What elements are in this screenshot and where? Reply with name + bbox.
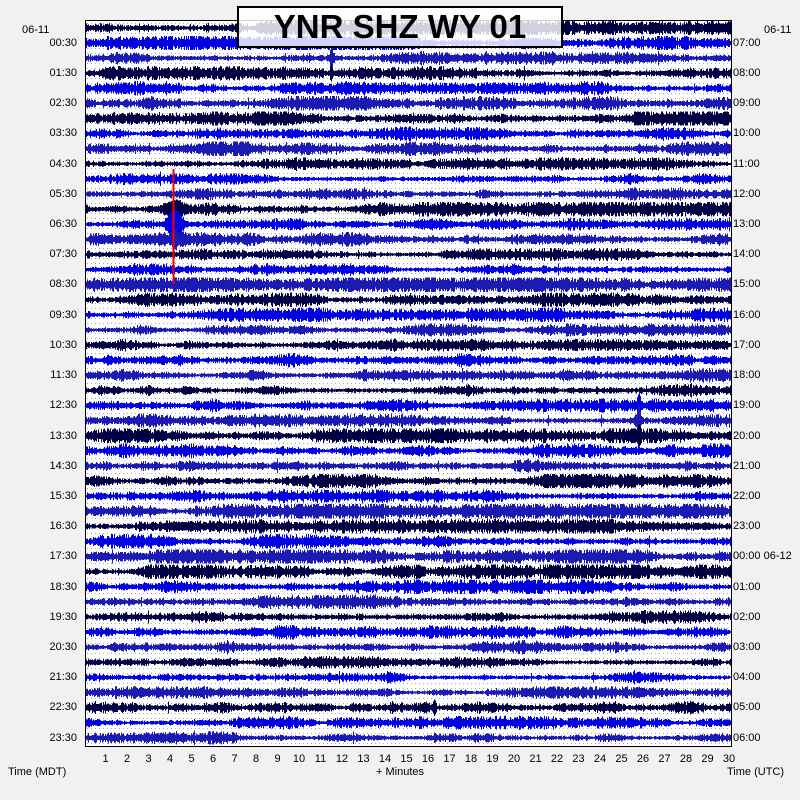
minute-tick-label: 13 bbox=[357, 753, 370, 765]
minute-tick-label: 7 bbox=[231, 753, 238, 765]
time-label: 21:00 bbox=[733, 459, 761, 472]
minute-tick-label: 16 bbox=[421, 753, 435, 765]
minute-tick-label: 20 bbox=[507, 753, 521, 765]
minute-tick-label: 4 bbox=[166, 753, 174, 765]
time-label: 06:00 bbox=[733, 731, 761, 744]
time-label: 18:00 bbox=[733, 369, 761, 382]
time-label: 21:30 bbox=[49, 671, 77, 684]
minute-tick-label: 6 bbox=[209, 753, 217, 765]
time-label: 03:00 bbox=[733, 640, 761, 653]
time-label: 17:00 bbox=[733, 338, 761, 351]
minute-tick-label: 23 bbox=[572, 753, 585, 765]
time-label: 20:00 bbox=[733, 429, 761, 442]
time-label: 05:00 bbox=[733, 701, 761, 714]
time-label: 14:30 bbox=[49, 459, 77, 472]
minute-tick-label: 22 bbox=[550, 753, 564, 765]
minute-tick-label: 5 bbox=[188, 753, 195, 765]
minute-tick-label: 12 bbox=[335, 753, 349, 765]
time-label: 16:30 bbox=[49, 520, 77, 533]
time-label: 02:30 bbox=[49, 97, 77, 110]
date-label-right: 06-11 bbox=[764, 24, 792, 36]
time-label: 12:00 bbox=[733, 187, 761, 200]
time-label: 14:00 bbox=[733, 248, 761, 261]
time-label: 13:00 bbox=[733, 218, 761, 231]
time-label: 15:30 bbox=[49, 489, 77, 502]
minute-tick-label: 15 bbox=[400, 753, 413, 765]
time-label: 17:30 bbox=[49, 550, 77, 563]
time-label: 10:30 bbox=[49, 338, 77, 351]
time-label: 12:30 bbox=[49, 399, 77, 412]
time-label: 19:00 bbox=[733, 399, 761, 412]
time-label: 22:00 bbox=[733, 489, 761, 502]
minute-tick-label: 2 bbox=[123, 753, 131, 765]
time-label: 15:00 bbox=[733, 278, 761, 291]
minute-tick-label: 1 bbox=[102, 753, 109, 765]
time-label: 16:00 bbox=[733, 308, 761, 321]
minute-tick-label: 30 bbox=[722, 753, 736, 765]
minute-tick-label: 9 bbox=[274, 753, 281, 765]
minute-tick-label: 19 bbox=[486, 753, 499, 765]
time-label: 19:30 bbox=[49, 610, 77, 623]
time-label: 09:00 bbox=[733, 97, 761, 110]
time-label: 00:30 bbox=[49, 36, 77, 49]
minute-tick-label: 3 bbox=[145, 753, 152, 765]
minute-tick-label: 27 bbox=[658, 753, 671, 765]
minute-tick-label: 14 bbox=[378, 753, 392, 765]
minute-tick-label: 10 bbox=[292, 753, 306, 765]
time-label: 22:30 bbox=[49, 701, 77, 714]
time-label: 02:00 bbox=[733, 610, 761, 623]
time-label: 00:00 06-12 bbox=[733, 550, 792, 563]
time-label: 01:30 bbox=[49, 67, 77, 79]
time-label: 09:30 bbox=[49, 308, 77, 321]
minute-tick-label: 8 bbox=[252, 753, 260, 765]
time-label: 05:30 bbox=[49, 187, 77, 200]
time-label: 20:30 bbox=[49, 640, 77, 653]
page-title: YNR SHZ WY 01 bbox=[273, 8, 527, 45]
minute-tick-label: 25 bbox=[615, 753, 628, 765]
time-label: 11:30 bbox=[50, 369, 77, 382]
time-label: 06:30 bbox=[49, 218, 77, 231]
helicorder-plot bbox=[85, 20, 732, 747]
bottom-axis-label-utc: Time (UTC) bbox=[727, 766, 785, 778]
time-label: 23:30 bbox=[49, 731, 77, 744]
time-label: 07:30 bbox=[49, 248, 77, 261]
minute-tick-label: 29 bbox=[701, 753, 714, 765]
time-label: 13:30 bbox=[49, 429, 77, 442]
time-label: 04:30 bbox=[49, 157, 77, 170]
seismogram-traces bbox=[86, 21, 731, 746]
time-label: 07:00 bbox=[733, 36, 761, 49]
date-label-left: 06-11 bbox=[22, 24, 50, 36]
minute-tick-label: 18 bbox=[464, 753, 478, 765]
time-label: 23:00 bbox=[733, 520, 761, 533]
minute-tick-label: 21 bbox=[529, 753, 542, 765]
bottom-axis-label-mdt: Time (MDT) bbox=[8, 766, 67, 778]
time-label: 08:00 bbox=[733, 67, 761, 79]
time-label: 18:30 bbox=[49, 580, 77, 593]
minute-tick-label: 26 bbox=[636, 753, 650, 765]
time-label: 08:30 bbox=[49, 278, 77, 291]
minute-tick-label: 24 bbox=[593, 753, 607, 765]
bottom-axis-label-minutes: + Minutes bbox=[376, 766, 424, 778]
minute-tick-label: 11 bbox=[314, 753, 327, 765]
time-label: 11:00 bbox=[733, 157, 760, 170]
title-box: YNR SHZ WY 01 bbox=[237, 6, 563, 48]
minute-tick-label: 17 bbox=[443, 753, 456, 765]
time-label: 03:30 bbox=[49, 127, 77, 140]
time-label: 01:00 bbox=[733, 580, 761, 593]
time-label: 10:00 bbox=[733, 127, 761, 140]
minute-tick-label: 28 bbox=[679, 753, 693, 765]
time-label: 04:00 bbox=[733, 671, 761, 684]
